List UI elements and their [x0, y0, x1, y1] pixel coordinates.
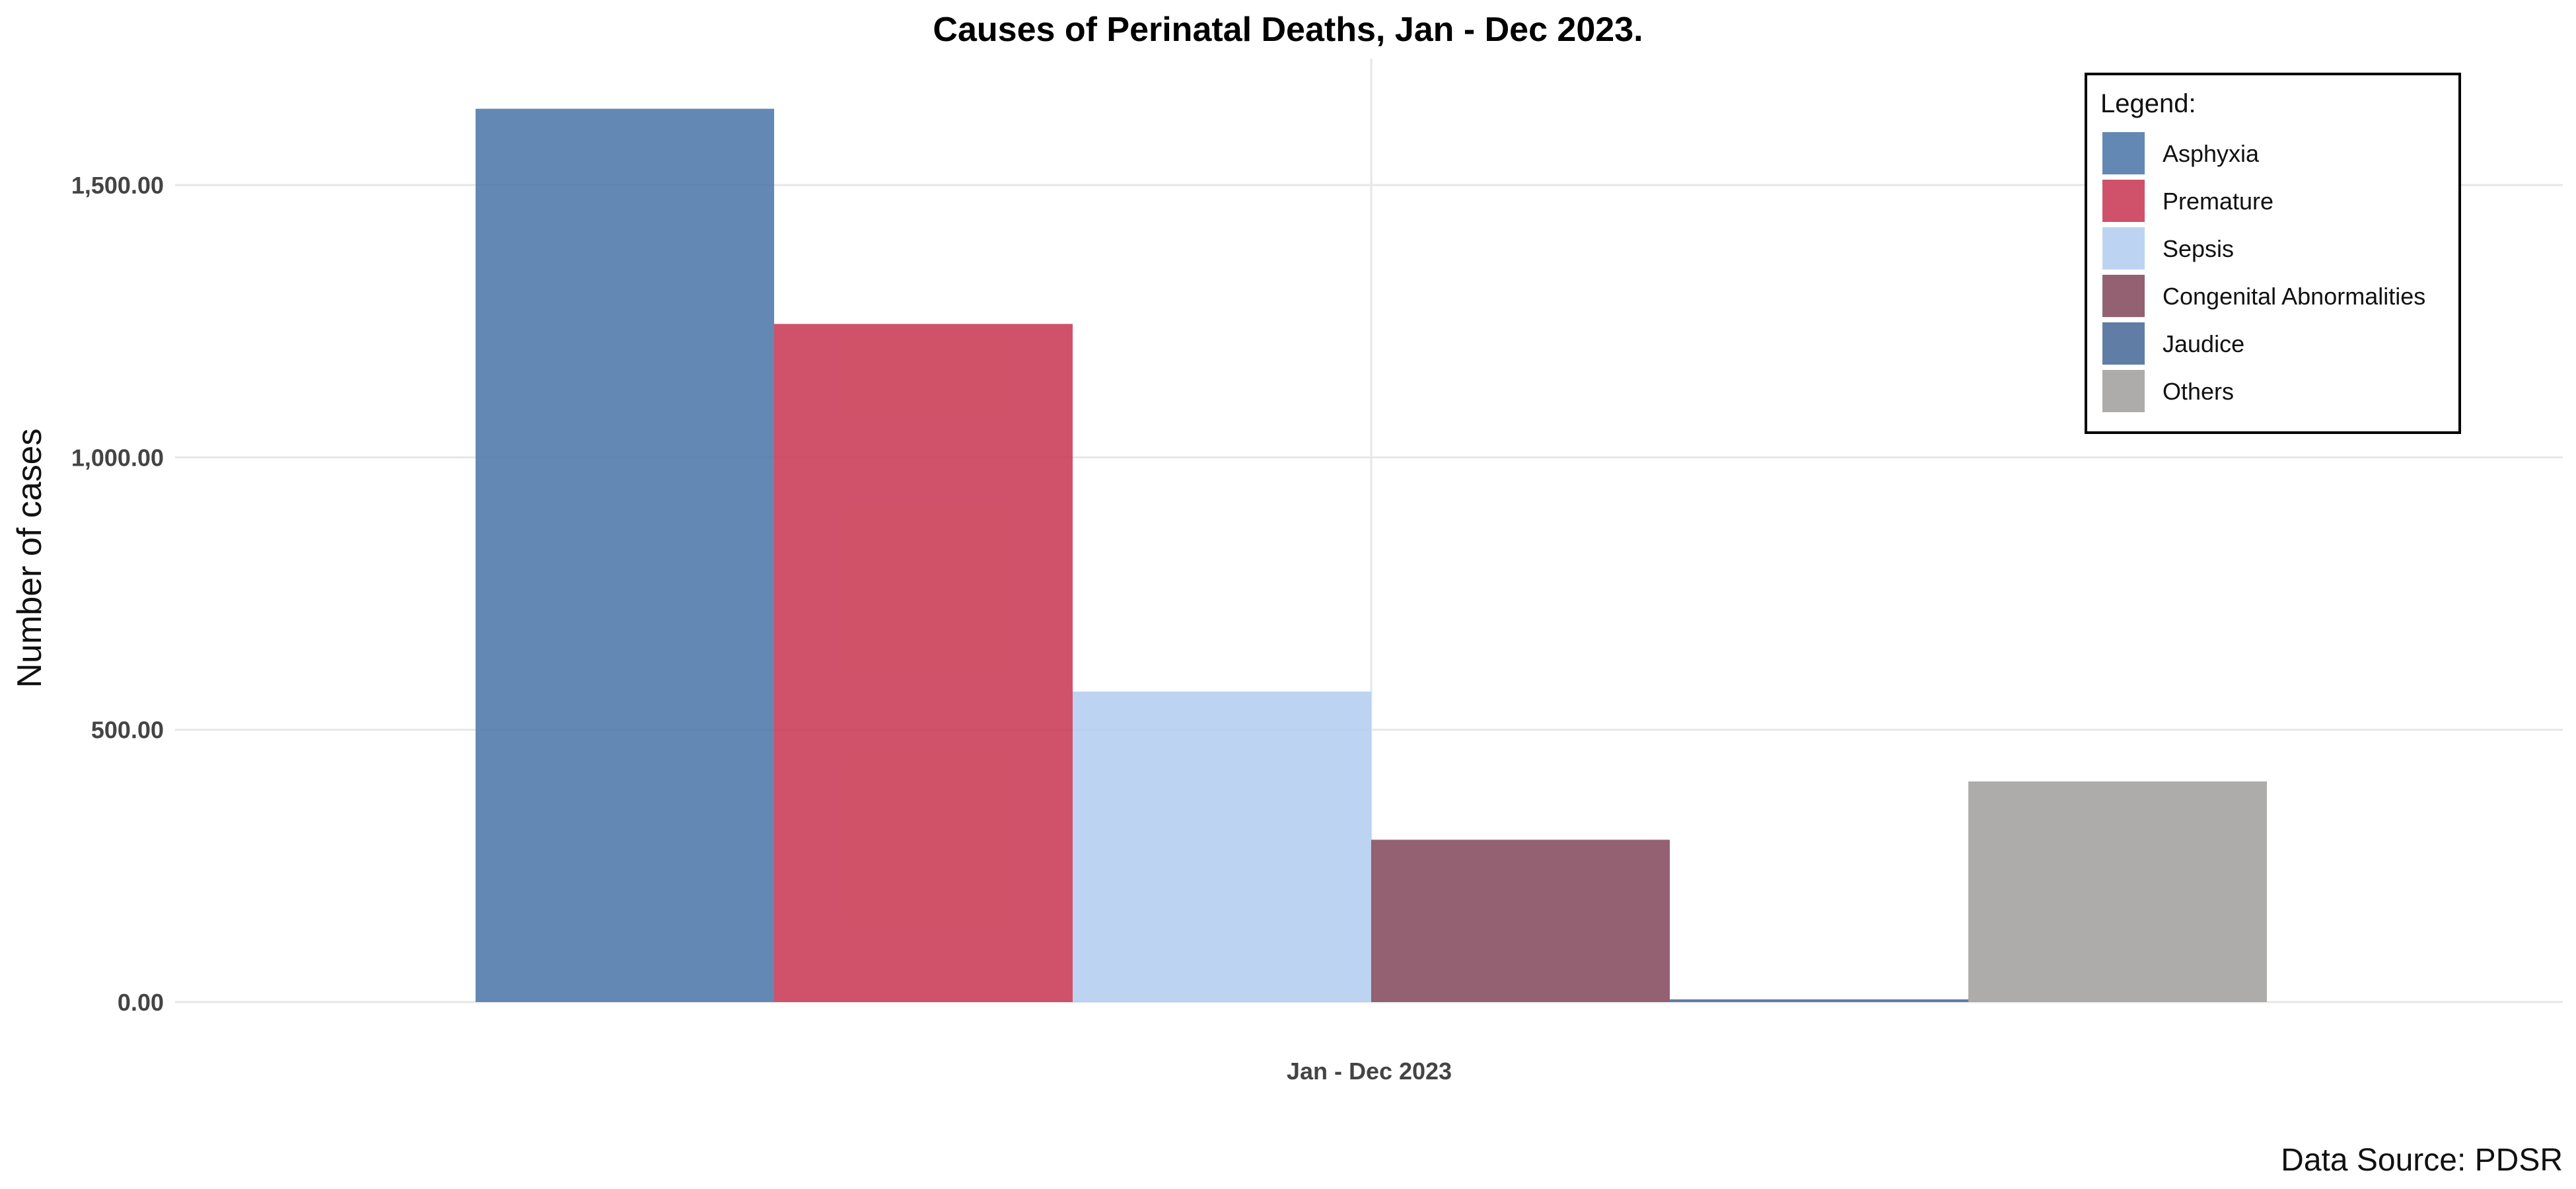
data-source-caption: Data Source: PDSR: [2281, 1143, 2563, 1178]
bar-premature: [774, 324, 1073, 1002]
legend-items: Asphyxia Premature Sepsis Congenital Abnorm…: [2102, 132, 2425, 412]
bars: [476, 108, 2267, 1002]
y-tick-label: 1,500.00: [71, 172, 164, 199]
legend-swatch: [2102, 132, 2145, 174]
bar-jaudice: [1670, 999, 1968, 1002]
legend-swatch: [2102, 322, 2145, 365]
legend-label: Sepsis: [2163, 235, 2234, 262]
legend-label: Congenital Abnormalities: [2163, 283, 2425, 310]
legend-box: [2085, 73, 2461, 434]
y-axis-title: Number of cases: [11, 428, 49, 688]
legend-label: Others: [2163, 378, 2234, 405]
y-tick-label: 500.00: [91, 717, 164, 744]
legend-label: Asphyxia: [2163, 140, 2260, 167]
y-tick-labels: 0.00 500.00 1,000.00 1,500.00: [71, 172, 164, 1016]
x-tick-label: Jan - Dec 2023: [1287, 1058, 1452, 1085]
legend: Legend: Asphyxia Premature Sepsis Congenita…: [2085, 73, 2461, 434]
y-tick-label: 0.00: [118, 989, 164, 1016]
bar-asphyxia: [476, 108, 774, 1002]
bar-congenital-abnormalities: [1371, 840, 1670, 1002]
legend-swatch: [2102, 227, 2145, 270]
bar-others: [1968, 781, 2267, 1002]
chart-title: Causes of Perinatal Deaths, Jan - Dec 20…: [933, 11, 1643, 49]
legend-swatch: [2102, 370, 2145, 412]
legend-swatch: [2102, 275, 2145, 317]
legend-title: Legend:: [2100, 89, 2196, 118]
y-tick-label: 1,000.00: [71, 444, 164, 471]
legend-swatch: [2102, 180, 2145, 222]
legend-label: Jaudice: [2163, 330, 2244, 357]
legend-label: Premature: [2163, 188, 2273, 215]
bar-sepsis: [1073, 691, 1371, 1002]
